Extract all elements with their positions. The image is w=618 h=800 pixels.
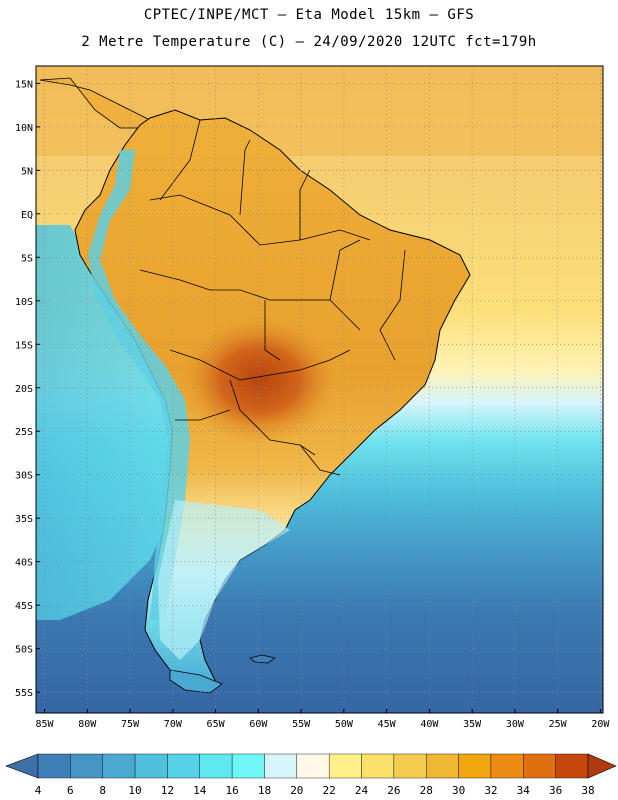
colorbar-label: 16: [225, 784, 238, 797]
title-line-1: CPTEC/INPE/MCT – Eta Model 15km – GFS: [143, 7, 475, 23]
colorbar-label: 8: [99, 784, 106, 797]
lat-label: 15N: [15, 79, 33, 90]
colorbar-box: [328, 753, 362, 779]
lon-label: 75W: [121, 719, 140, 730]
lat-label: 30S: [15, 471, 33, 482]
lat-label: 25S: [15, 427, 33, 438]
colorbar-box: [490, 753, 524, 779]
colorbar: [5, 753, 617, 779]
longitude-labels: 85W 80W 75W 70W 65W 60W 55W 50W 45W 40W 35W 30W 25W 2…: [36, 709, 610, 730]
colorbar-label: 28: [420, 784, 433, 797]
colorbar-labels: 4 6 8 10 12 14 16 18 20 22 24 26 28 30 32 34 36 38: [35, 784, 595, 797]
colorbar-label: 34: [517, 784, 531, 797]
lat-label: 10S: [15, 297, 33, 308]
colorbar-label: 20: [290, 784, 303, 797]
colorbar-label: 36: [549, 784, 562, 797]
colorbar-box: [70, 753, 103, 779]
graticule: [36, 66, 603, 713]
colorbar-box: [37, 753, 71, 779]
colorbar-label: 30: [452, 784, 465, 797]
colorbar-box: [458, 753, 492, 779]
colorbar-label: 32: [484, 784, 497, 797]
andes-cold-strip: [88, 150, 190, 620]
lat-label: 50S: [15, 645, 33, 656]
colorbar-label: 4: [35, 784, 42, 797]
lon-label: 50W: [335, 719, 354, 730]
colorbar-box: [523, 753, 556, 779]
colorbar-box: [134, 753, 168, 779]
colorbar-box: [361, 753, 395, 779]
lat-label: 55S: [15, 688, 33, 699]
colorbar-label: 6: [67, 784, 74, 797]
lat-label: 40S: [15, 558, 33, 569]
lat-label: 35S: [15, 514, 33, 525]
colorbar-box: [231, 753, 265, 779]
colorbar-arrow-high: [587, 753, 617, 779]
colorbar-box: [199, 753, 233, 779]
patagonia-cool: [158, 500, 290, 660]
colorbar-box: [296, 753, 330, 779]
latitude-labels: 15N 10N 5N EQ 5S 10S 15S 20S 25S 30S 35S 40S 45S 50S 5…: [15, 79, 40, 699]
colorbar-label: 38: [581, 784, 594, 797]
lon-label: 80W: [78, 719, 97, 730]
colorbar-box: [426, 753, 459, 779]
lon-label: 70W: [164, 719, 183, 730]
pacific-cool-zone: [36, 225, 170, 620]
lon-label: 60W: [249, 719, 268, 730]
colorbar-label: 10: [128, 784, 141, 797]
colorbar-box: [555, 753, 589, 779]
colorbar-label: 18: [258, 784, 271, 797]
colorbar-box: [167, 753, 200, 779]
lon-label: 40W: [420, 719, 439, 730]
hot-core: [180, 315, 340, 445]
colorbar-label: 26: [387, 784, 400, 797]
lon-label: 25W: [549, 719, 568, 730]
colorbar-box: [102, 753, 136, 779]
lat-label: 20S: [15, 384, 33, 395]
lat-label: EQ: [21, 210, 33, 221]
colorbar-label: 12: [161, 784, 174, 797]
lon-label: 30W: [506, 719, 525, 730]
tierra-del-fuego: [169, 669, 223, 694]
map-frame: [35, 65, 604, 714]
lat-label: 45S: [15, 601, 33, 612]
lon-label: 35W: [463, 719, 482, 730]
falkland-islands: [249, 654, 276, 664]
title-line-2: 2 Metre Temperature (C) – 24/09/2020 12U…: [81, 34, 537, 50]
lat-label: 5N: [21, 166, 33, 177]
lat-label: 15S: [15, 340, 33, 351]
lon-label: 55W: [292, 719, 311, 730]
country-borders: [139, 119, 406, 476]
lon-label: 45W: [378, 719, 397, 730]
colorbar-label: 14: [193, 784, 207, 797]
lon-label: 20W: [591, 719, 610, 730]
colorbar-label: 24: [355, 784, 369, 797]
lat-label: 5S: [21, 253, 33, 264]
colorbar-box: [264, 753, 298, 779]
colorbar-box: [393, 753, 427, 779]
colorbar-arrow-low: [5, 753, 39, 779]
colorbar-label: 22: [323, 784, 336, 797]
lon-label: 65W: [207, 719, 226, 730]
lon-label: 85W: [36, 719, 55, 730]
lat-label: 10N: [15, 123, 33, 134]
